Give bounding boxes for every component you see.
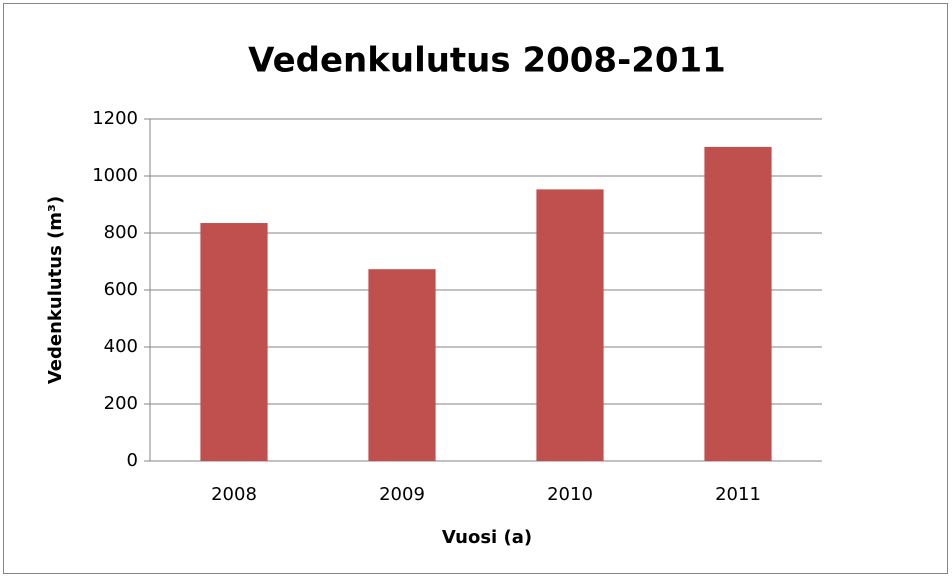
bar bbox=[200, 223, 268, 461]
y-axis-label: Vedenkulutus (m³) bbox=[45, 196, 66, 384]
y-tick-label: 200 bbox=[104, 393, 138, 414]
x-tick-label: 2009 bbox=[379, 484, 425, 505]
chart-title: Vedenkulutus 2008-2011 bbox=[248, 41, 726, 81]
y-tick-label: 400 bbox=[104, 336, 138, 357]
y-tick-label: 0 bbox=[127, 450, 138, 471]
y-tick-label: 1200 bbox=[92, 108, 138, 129]
x-axis-label: Vuosi (a) bbox=[442, 527, 532, 548]
x-tick-label: 2011 bbox=[715, 484, 761, 505]
chart-frame bbox=[3, 3, 948, 574]
y-tick-label: 600 bbox=[104, 279, 138, 300]
y-tick-label: 1000 bbox=[92, 165, 138, 186]
bar bbox=[536, 189, 604, 461]
y-tick-label: 800 bbox=[104, 222, 138, 243]
bar bbox=[704, 146, 772, 461]
bar bbox=[368, 269, 436, 461]
x-tick-label: 2008 bbox=[211, 484, 257, 505]
x-tick-label: 2010 bbox=[547, 484, 593, 505]
